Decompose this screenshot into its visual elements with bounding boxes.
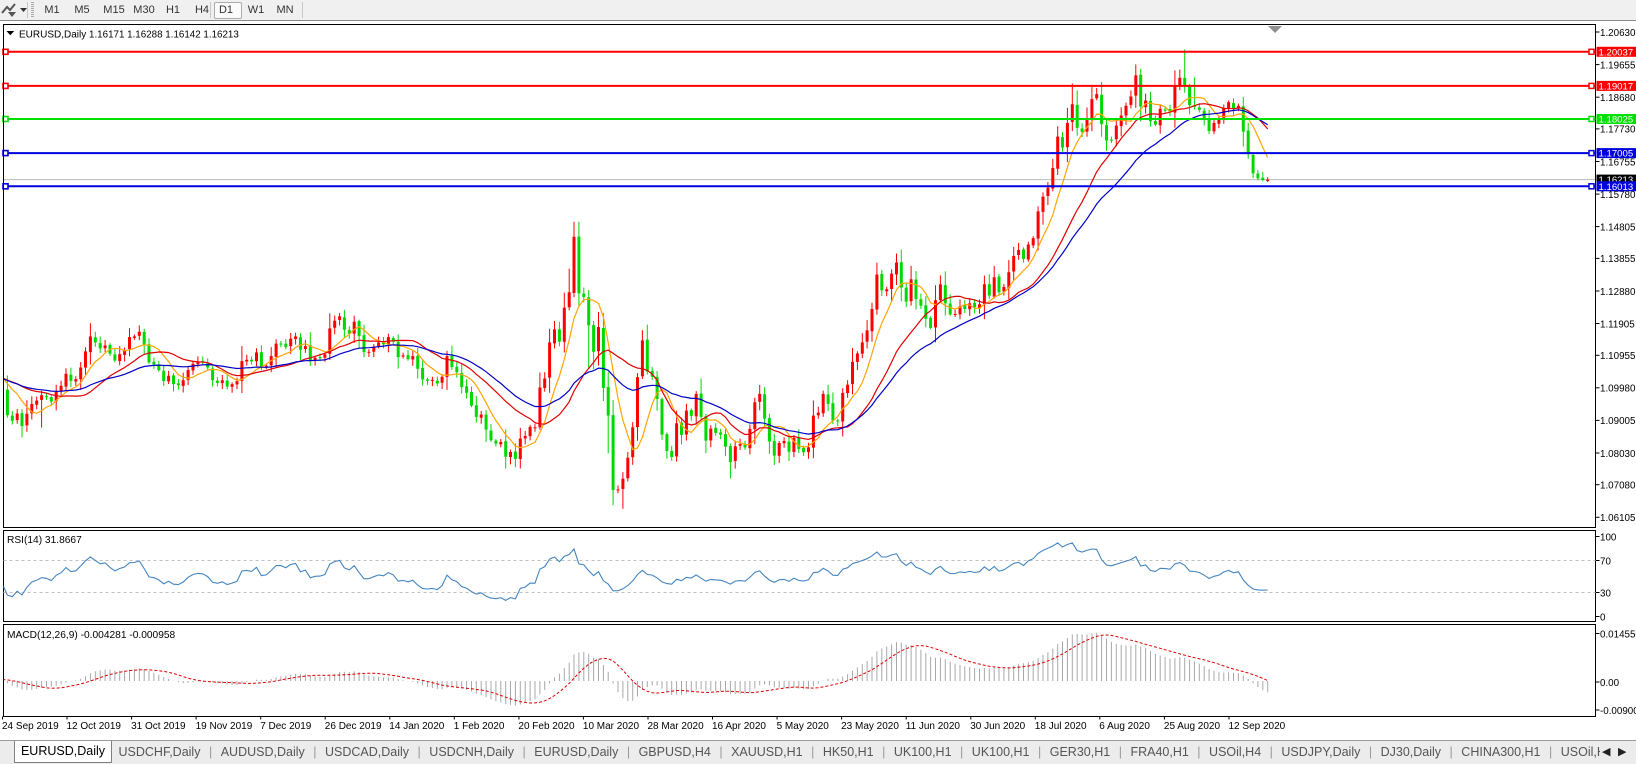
svg-text:31 Oct 2019: 31 Oct 2019 xyxy=(131,721,186,732)
svg-text:1.16013: 1.16013 xyxy=(1599,182,1634,193)
svg-text:1.17730: 1.17730 xyxy=(1600,125,1636,136)
svg-text:14 Jan 2020: 14 Jan 2020 xyxy=(389,721,444,732)
svg-text:12 Sep 2020: 12 Sep 2020 xyxy=(1229,721,1286,732)
svg-text:-0.00900: -0.00900 xyxy=(1600,706,1636,717)
svg-text:5 May 2020: 5 May 2020 xyxy=(777,721,830,732)
svg-text:30 Jun 2020: 30 Jun 2020 xyxy=(970,721,1025,732)
svg-text:1.06105: 1.06105 xyxy=(1600,513,1636,524)
svg-text:30: 30 xyxy=(1600,588,1611,599)
svg-text:0.014556: 0.014556 xyxy=(1600,629,1636,640)
svg-text:1.07080: 1.07080 xyxy=(1600,481,1636,492)
svg-text:1.17005: 1.17005 xyxy=(1599,149,1634,160)
svg-text:1.20630: 1.20630 xyxy=(1600,28,1636,39)
svg-text:10 Mar 2020: 10 Mar 2020 xyxy=(583,721,640,732)
svg-text:1.18680: 1.18680 xyxy=(1600,93,1636,104)
svg-text:1.12880: 1.12880 xyxy=(1600,287,1636,298)
svg-text:7 Dec 2019: 7 Dec 2019 xyxy=(260,721,312,732)
svg-text:28 Mar 2020: 28 Mar 2020 xyxy=(648,721,705,732)
svg-text:MACD(12,26,9) -0.004281 -0.000: MACD(12,26,9) -0.004281 -0.000958 xyxy=(7,630,176,641)
svg-text:1.18025: 1.18025 xyxy=(1599,115,1634,126)
svg-text:23 May 2020: 23 May 2020 xyxy=(841,721,899,732)
svg-text:0: 0 xyxy=(1600,612,1606,623)
svg-text:1.16171 1.16288 1.16142 1.1621: 1.16171 1.16288 1.16142 1.16213 xyxy=(89,29,239,40)
svg-text:1.16755: 1.16755 xyxy=(1600,157,1636,168)
svg-text:16 Apr 2020: 16 Apr 2020 xyxy=(712,721,766,732)
svg-text:1.19655: 1.19655 xyxy=(1600,60,1636,71)
svg-text:1.14805: 1.14805 xyxy=(1600,222,1636,233)
svg-text:1.16213: 1.16213 xyxy=(1599,175,1634,186)
svg-text:1.20037: 1.20037 xyxy=(1599,47,1634,58)
svg-text:19 Nov 2019: 19 Nov 2019 xyxy=(196,721,253,732)
svg-text:0.00: 0.00 xyxy=(1600,678,1620,689)
svg-text:20 Feb 2020: 20 Feb 2020 xyxy=(518,721,575,732)
svg-text:25 Aug 2020: 25 Aug 2020 xyxy=(1164,721,1221,732)
svg-text:1.09980: 1.09980 xyxy=(1600,384,1636,395)
svg-text:1.08030: 1.08030 xyxy=(1600,449,1636,460)
svg-text:70: 70 xyxy=(1600,556,1611,567)
svg-text:12 Oct 2019: 12 Oct 2019 xyxy=(67,721,122,732)
svg-text:18 Jul 2020: 18 Jul 2020 xyxy=(1035,721,1087,732)
svg-text:100: 100 xyxy=(1600,532,1617,543)
svg-text:1.10955: 1.10955 xyxy=(1600,351,1636,362)
svg-text:24 Sep 2019: 24 Sep 2019 xyxy=(2,721,59,732)
svg-text:EURUSD,Daily: EURUSD,Daily xyxy=(19,29,86,40)
svg-text:26 Dec 2019: 26 Dec 2019 xyxy=(325,721,382,732)
svg-text:1.13855: 1.13855 xyxy=(1600,254,1636,265)
svg-text:1.15780: 1.15780 xyxy=(1600,190,1636,201)
svg-text:11 Jun 2020: 11 Jun 2020 xyxy=(906,721,961,732)
svg-text:1.11905: 1.11905 xyxy=(1600,319,1635,330)
svg-text:RSI(14) 31.8667: RSI(14) 31.8667 xyxy=(7,535,82,546)
svg-text:1.09005: 1.09005 xyxy=(1600,416,1636,427)
svg-text:6 Aug 2020: 6 Aug 2020 xyxy=(1099,721,1150,732)
svg-text:1 Feb 2020: 1 Feb 2020 xyxy=(454,721,505,732)
svg-text:1.19017: 1.19017 xyxy=(1599,81,1634,92)
